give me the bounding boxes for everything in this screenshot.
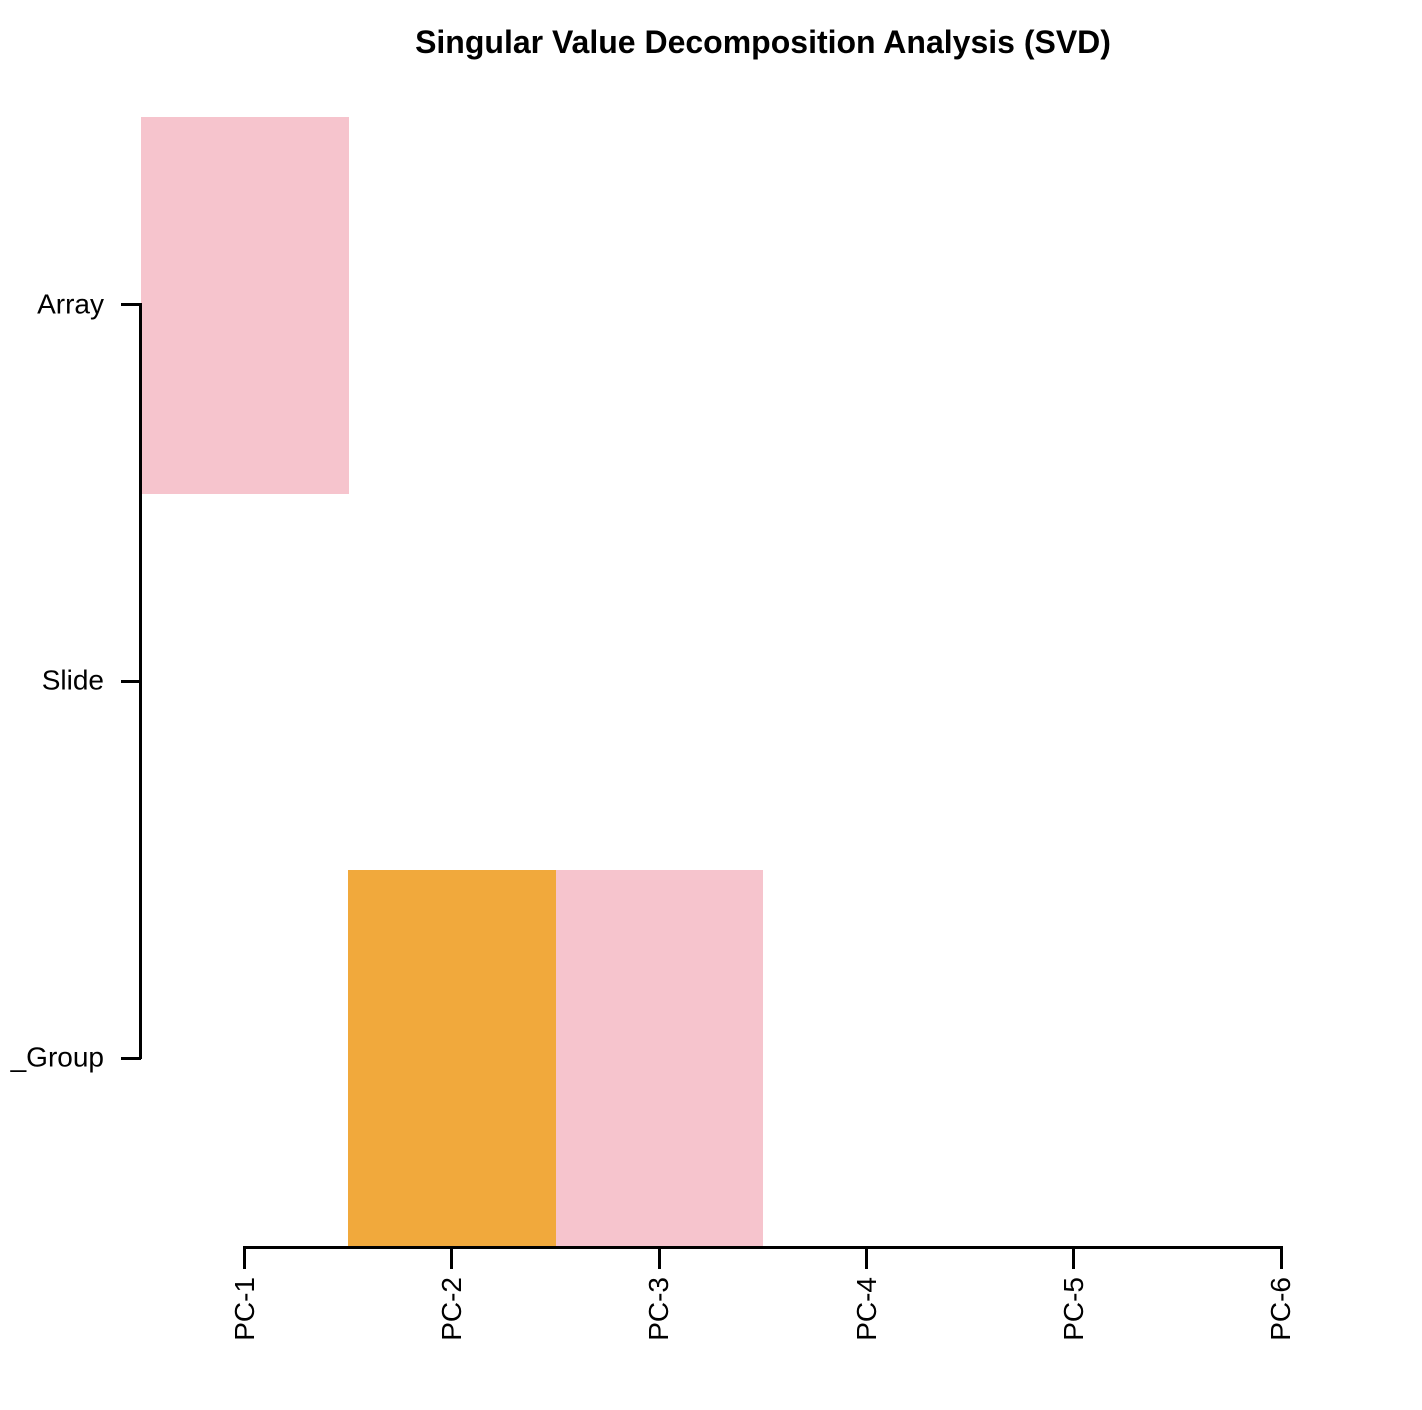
- x-axis-label-PC-1: PC-1: [228, 1277, 260, 1341]
- y-axis-tick-Array: [121, 303, 141, 307]
- x-axis-tick-PC-3: [657, 1246, 661, 1270]
- heatmap-cell-Group-PC-3: [555, 869, 764, 1247]
- x-axis-label-PC-6: PC-6: [1265, 1277, 1297, 1341]
- chart-title: Singular Value Decomposition Analysis (S…: [415, 24, 1111, 60]
- y-axis-tick-Group: [121, 1056, 141, 1060]
- x-axis-tick-PC-1: [243, 1246, 247, 1270]
- y-axis-label-Slide: Slide: [41, 664, 104, 696]
- x-axis-tick-PC-4: [865, 1246, 869, 1270]
- x-axis-tick-PC-2: [450, 1246, 454, 1270]
- y-axis-tick-Slide: [121, 679, 141, 683]
- x-axis-label-PC-2: PC-2: [435, 1277, 467, 1341]
- x-axis-label-PC-4: PC-4: [850, 1277, 882, 1341]
- x-axis-line: [243, 1246, 1283, 1250]
- heatmap-cell-Array-PC-1: [141, 116, 349, 494]
- y-axis-label-Array: Array: [37, 288, 104, 320]
- x-axis-label-PC-3: PC-3: [643, 1277, 675, 1341]
- heatmap-cell-Group-PC-2: [348, 869, 557, 1247]
- y-axis-label-Group: _Group: [10, 1041, 104, 1073]
- x-axis-label-PC-5: PC-5: [1057, 1277, 1089, 1341]
- x-axis-tick-PC-6: [1279, 1246, 1283, 1270]
- x-axis-tick-PC-5: [1072, 1246, 1076, 1270]
